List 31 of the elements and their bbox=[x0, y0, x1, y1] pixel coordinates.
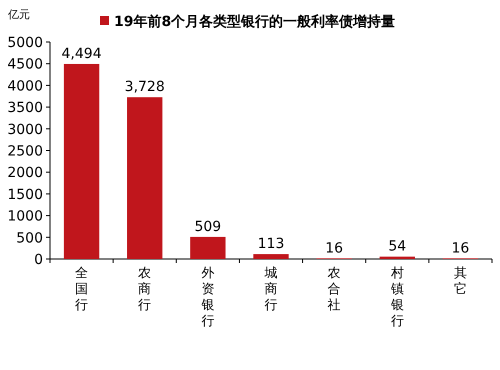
y-tick-label: 4000 bbox=[7, 78, 43, 94]
legend-label: 19年前8个月各类型银行的一般利率债增持量 bbox=[114, 13, 396, 30]
y-tick-label: 1000 bbox=[7, 208, 43, 225]
x-tick-label: 农合社 bbox=[328, 266, 341, 313]
x-tick-label: 全国行 bbox=[75, 266, 88, 313]
y-tick-label: 2500 bbox=[7, 144, 43, 160]
bar bbox=[253, 254, 289, 259]
x-tick-label: 村镇银行 bbox=[390, 266, 404, 329]
data-label: 16 bbox=[325, 240, 344, 256]
y-tick-label: 2000 bbox=[7, 165, 43, 182]
data-label: 509 bbox=[194, 218, 222, 235]
data-label: 113 bbox=[258, 236, 284, 252]
bar bbox=[127, 97, 162, 259]
data-label: 16 bbox=[452, 240, 470, 256]
bar bbox=[190, 236, 226, 259]
x-tick-label: 城商行 bbox=[264, 266, 278, 313]
y-tick-label: 4500 bbox=[7, 56, 43, 73]
y-tick-label: 1500 bbox=[7, 186, 43, 203]
bar bbox=[64, 64, 100, 259]
data-label: 3,728 bbox=[124, 79, 165, 96]
y-tick-label: 0 bbox=[34, 252, 43, 268]
data-label: 4,494 bbox=[62, 46, 102, 62]
y-tick-label: 500 bbox=[16, 230, 43, 246]
y-tick-label: 5000 bbox=[7, 35, 43, 51]
y-tick-label: 3500 bbox=[7, 100, 43, 116]
x-tick-label: 其它 bbox=[454, 266, 467, 297]
y-tick-label: 3000 bbox=[7, 122, 43, 138]
y-axis-title: 亿元 bbox=[7, 8, 30, 21]
x-tick-label: 农商行 bbox=[138, 266, 152, 313]
data-label: 54 bbox=[388, 238, 406, 255]
x-tick-label: 外资银行 bbox=[200, 266, 214, 329]
